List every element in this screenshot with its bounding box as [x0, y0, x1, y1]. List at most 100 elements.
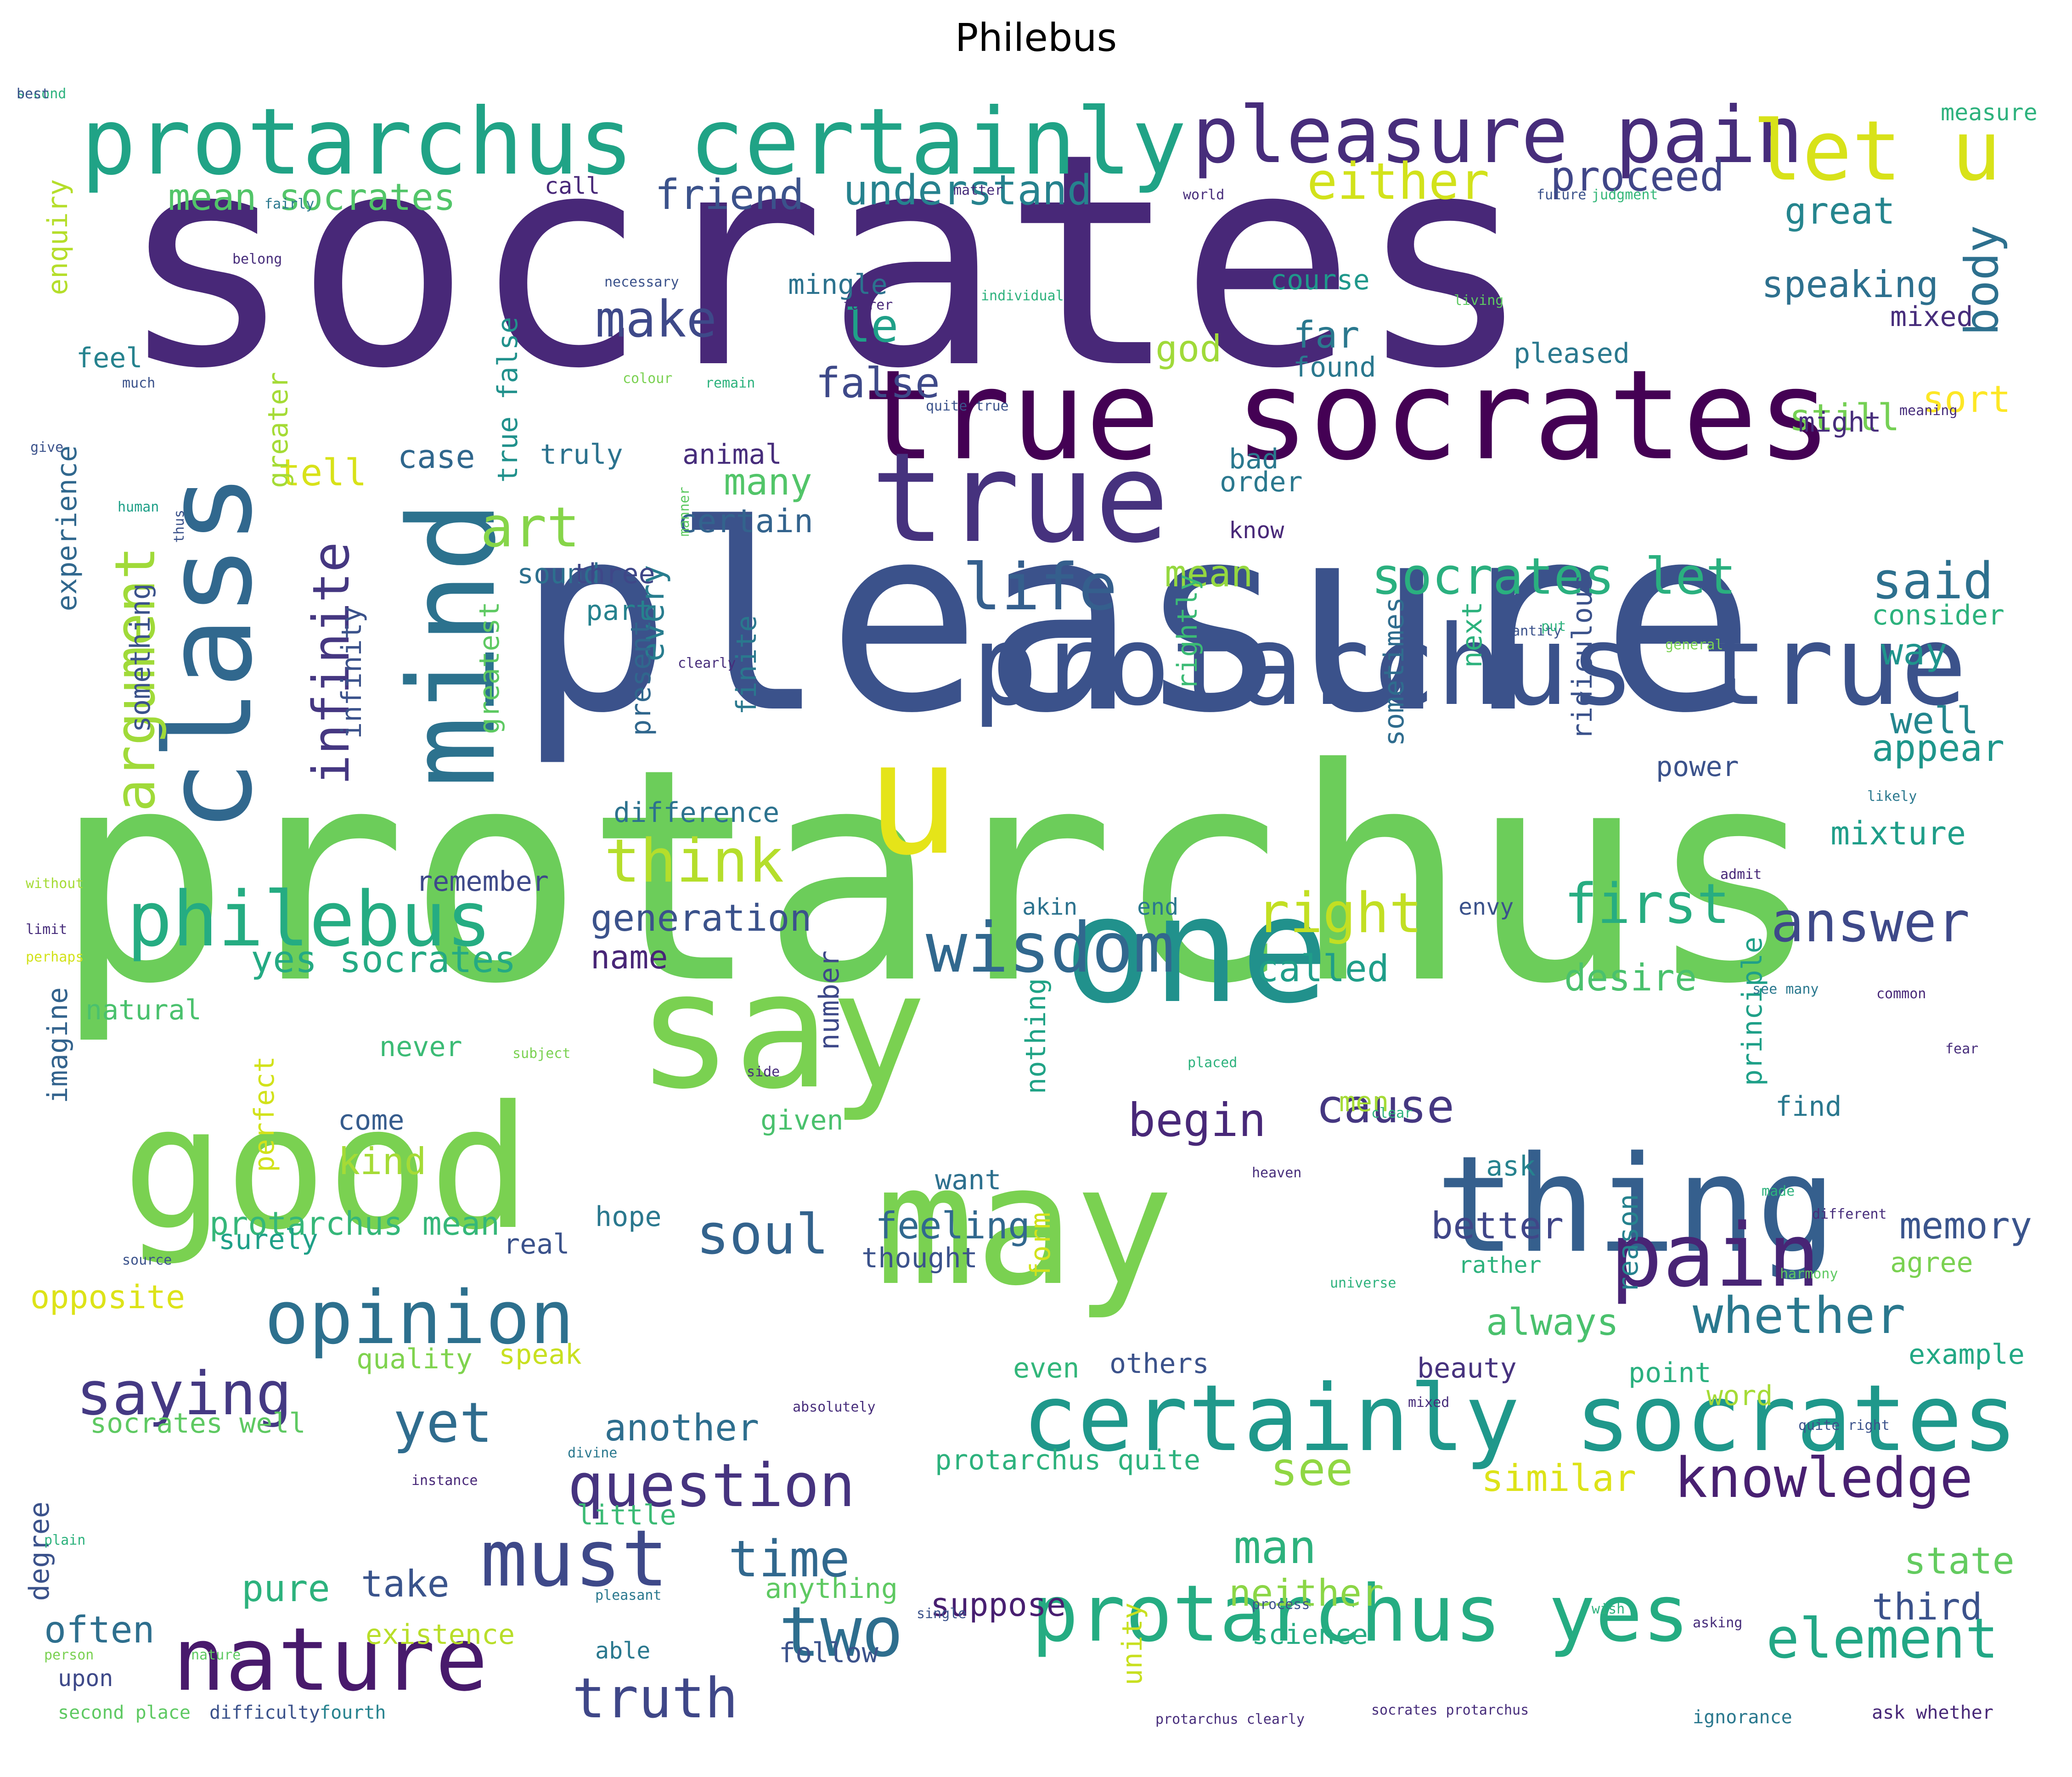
word-ask: ask [1486, 1150, 1536, 1182]
word-fairer: fairer [843, 297, 893, 313]
word-fourth: fourth [320, 1702, 386, 1723]
word-protarchus-quite: protarchus quite [935, 1444, 1200, 1476]
word-upon: upon [58, 1665, 113, 1692]
word-yes-socrates: yes socrates [251, 938, 516, 981]
word-found: found [1293, 351, 1376, 383]
word-opinion: opinion [265, 1275, 574, 1361]
word-time: time [728, 1530, 850, 1588]
word-better: better [1431, 1204, 1564, 1247]
word-existence: existence [366, 1619, 515, 1651]
word-instance: instance [411, 1473, 478, 1489]
word-greater: greater [262, 372, 294, 488]
word-future: future [1537, 187, 1587, 203]
word-meaning: meaning [1899, 403, 1958, 419]
word-second-place: second place [58, 1702, 191, 1723]
word-man: man [1233, 1520, 1317, 1574]
word-quite-true: quite true [926, 398, 1009, 414]
word-protarchus-mean: protarchus mean [209, 1205, 500, 1243]
word-imagine: imagine [42, 987, 74, 1103]
word-greatest: greatest [473, 602, 506, 734]
word-put: put [1541, 619, 1566, 635]
word-difference: difference [614, 797, 780, 829]
word-nature: nature [191, 1647, 241, 1663]
word-understand: understand [843, 166, 1092, 214]
word-reason: reason [1612, 1194, 1644, 1293]
word-let-u: let u [1752, 103, 2001, 199]
word-socrates-let: socrates let [1371, 547, 1736, 606]
word-yet: yet [393, 1391, 493, 1455]
word-ignorance: ignorance [1693, 1707, 1792, 1728]
word-number: number [813, 950, 845, 1050]
word-much: much [122, 375, 156, 391]
word-word: word [1706, 1380, 1773, 1412]
word-still: still [1789, 396, 1900, 439]
word-agree: agree [1890, 1247, 1973, 1279]
word-generation: generation [591, 897, 812, 939]
word-speak: speak [499, 1338, 582, 1371]
word-form: form [1025, 1212, 1057, 1279]
word-question: question [568, 1451, 856, 1520]
word-order: order [1220, 466, 1303, 498]
word-tell: tell [278, 451, 367, 494]
word-find: find [1775, 1091, 1842, 1123]
word-right: right [1256, 882, 1423, 945]
word-opposite: opposite [30, 1278, 186, 1316]
word-true: true [871, 426, 1170, 570]
word-difficulty: difficulty [209, 1702, 320, 1723]
word-protarchus-certainly: protarchus certainly [81, 89, 1187, 196]
word-third: third [1872, 1586, 1982, 1628]
word-process: process [1252, 1597, 1310, 1613]
word-life: life [963, 550, 1118, 625]
word-pleasant: pleasant [595, 1587, 662, 1603]
word-know: know [1229, 517, 1284, 544]
word-end: end [1137, 894, 1179, 920]
word-proceed: proceed [1550, 152, 1725, 201]
word-others: others [1109, 1348, 1209, 1380]
word-protarchus-clearly: protarchus clearly [1155, 1711, 1305, 1727]
word-true-false: true false [492, 317, 524, 483]
word-make: make [595, 290, 717, 349]
word-call: call [545, 173, 600, 199]
word-quite-right: quite right [1798, 1417, 1890, 1434]
word-perhaps: perhaps [26, 949, 84, 965]
word-ask-whether: ask whether [1872, 1702, 1993, 1723]
word-something: something [124, 583, 157, 733]
word-think: think [604, 826, 784, 896]
word-mixed: mixed [1408, 1395, 1450, 1411]
word-quantity: quantity [1495, 623, 1562, 639]
word-finite: finite [731, 615, 763, 715]
word-wish: wish [1592, 1601, 1625, 1617]
word-want: want [935, 1164, 1002, 1196]
word-natural: natural [85, 994, 202, 1026]
word-sometimes: sometimes [1378, 597, 1410, 747]
word-power: power [1656, 751, 1739, 783]
word-always: always [1486, 1301, 1619, 1344]
word-matter: matter [953, 182, 1003, 198]
word-unity: unity [1116, 1603, 1149, 1686]
word-envy: envy [1458, 894, 1514, 920]
word-person: person [44, 1647, 94, 1663]
word-next: next [1456, 602, 1488, 668]
word-fear: fear [1945, 1041, 1979, 1057]
word-asking: asking [1693, 1615, 1743, 1631]
word-living: living [1454, 292, 1504, 309]
word-akin: akin [1022, 894, 1078, 920]
word-may: may [875, 1130, 1174, 1322]
word-hope: hope [595, 1201, 662, 1233]
word-enquiry: enquiry [42, 179, 74, 295]
word-philebus: philebus [127, 875, 492, 963]
word-present: present [625, 620, 657, 736]
word-come: come [338, 1104, 405, 1136]
word-degree: degree [23, 1501, 56, 1601]
word-three: three [572, 558, 655, 590]
word-never: never [379, 1031, 462, 1063]
word-many: many [724, 461, 812, 503]
word-god: god [1155, 327, 1222, 370]
word-kind: kind [338, 1140, 427, 1183]
word-truth: truth [572, 1667, 738, 1731]
word-soul: soul [696, 1203, 829, 1267]
word-part: part [586, 595, 653, 627]
word-truly: truly [540, 439, 623, 471]
word-pleased: pleased [1514, 337, 1630, 370]
word-placed: placed [1188, 1055, 1238, 1071]
